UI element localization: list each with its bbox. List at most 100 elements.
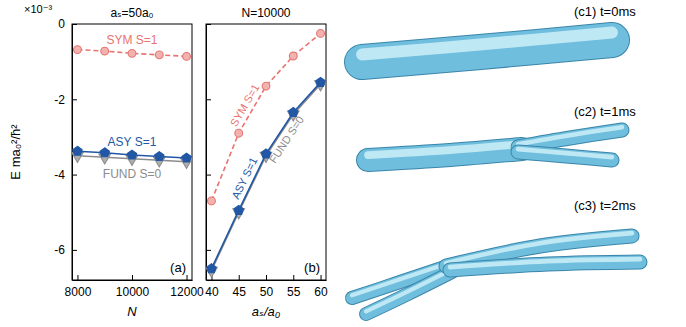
tick-label: 40 (205, 285, 219, 299)
panel: 8000 10000 12000 0 -2 -4 -6 SYM S=1 ASY S=1 FUND … (8, 3, 204, 319)
marker (74, 46, 82, 54)
isosurface-highlight (368, 144, 522, 155)
tick-label: 12000 (170, 285, 204, 299)
tick-mark (293, 275, 294, 280)
isosurface (518, 130, 622, 147)
tick-mark (206, 24, 211, 25)
marker (207, 264, 216, 273)
marker (316, 77, 325, 86)
isosurface-edge (518, 130, 622, 147)
tick-mark (321, 275, 322, 280)
series-line (211, 84, 320, 270)
tick-mark (206, 175, 211, 176)
panel-letter: (a) (170, 260, 186, 275)
tick: 60 (314, 275, 328, 299)
isosurface-highlight (366, 269, 452, 311)
panel-letter: (b) (304, 260, 320, 275)
axis-line (73, 280, 193, 281)
tick: 10000 (116, 275, 150, 299)
tick-mark (206, 99, 211, 100)
tick-mark (72, 175, 77, 176)
tick-mark (132, 275, 133, 280)
tick-label: -2 (54, 93, 65, 107)
marker (262, 82, 270, 90)
figure: 8000 10000 12000 0 -2 -4 -6 SYM S=1 ASY S=1 FUND … (0, 0, 686, 327)
isosurface-highlight (450, 259, 640, 267)
tick-label: 8000 (65, 285, 92, 299)
plot-area (72, 46, 192, 169)
x-axis: 8000 10000 12000 (65, 275, 204, 299)
tick: 8000 (65, 275, 92, 299)
marker (155, 51, 163, 59)
marker (208, 197, 216, 205)
x-axis-title: N (127, 304, 137, 319)
isosurface-highlight (518, 127, 622, 144)
marker (128, 49, 136, 57)
marker (183, 52, 191, 60)
tick-mark (72, 250, 77, 251)
plot-area (206, 30, 326, 278)
marker (182, 153, 191, 162)
image-label: (c2) t=1ms (574, 104, 636, 119)
tick (206, 250, 211, 251)
marker (289, 52, 297, 60)
tick (206, 175, 211, 176)
tick-label: 45 (233, 285, 247, 299)
tick: 12000 (170, 275, 204, 299)
marker (155, 152, 164, 161)
tick: 40 (205, 275, 219, 299)
marker (101, 47, 109, 55)
isosurface-highlight (362, 33, 612, 55)
axis-line (207, 280, 327, 281)
marker (73, 146, 82, 155)
marker (100, 148, 109, 157)
series-label: ASY S=1 (108, 135, 157, 149)
plot-frame (206, 24, 326, 280)
axis-line (206, 25, 207, 281)
panel: 40 45 50 55 60 SYM S=1 ASY S=1 FUND S=0 N=10000 a… (205, 6, 328, 319)
image-label: (c1) t=0ms (574, 4, 636, 19)
tick-mark (72, 99, 77, 100)
tick: 0 (58, 17, 77, 31)
tick-mark (77, 275, 78, 280)
x-axis: 40 45 50 55 60 (205, 275, 328, 299)
marker (127, 150, 136, 159)
tick-label: -4 (54, 168, 65, 182)
tick (206, 24, 211, 25)
series-label: SYM S=1 (106, 33, 157, 47)
tick: 50 (260, 275, 274, 299)
series-label: ASY S=1 (229, 155, 259, 201)
tick-mark (187, 275, 188, 280)
tick: -4 (54, 168, 77, 182)
tick-label: 55 (287, 285, 301, 299)
tick-label: 0 (58, 17, 65, 31)
marker (234, 205, 243, 214)
panel-title: N=10000 (241, 6, 290, 20)
axis-multiplier: ×10⁻³ (24, 3, 52, 15)
marker (235, 129, 243, 137)
image-label: (c3) t=2ms (574, 198, 636, 213)
x-axis-title: aₛ/a₀ (252, 304, 281, 319)
tick: -6 (54, 243, 77, 257)
marker (317, 30, 325, 38)
illustration: (c1) t=0ms (c2) t=1ms (c3) t=2ms (352, 4, 640, 314)
tick-label: 10000 (116, 285, 150, 299)
tick-mark (72, 24, 77, 25)
tick: 55 (287, 275, 301, 299)
tick: -2 (54, 93, 77, 107)
plot-frame (72, 24, 192, 280)
panel-title: aₛ=50a₀ (110, 6, 153, 20)
series-line (211, 33, 320, 201)
tick-mark (266, 275, 267, 280)
tick-mark (206, 250, 211, 251)
series-label: FUND S=0 (103, 167, 162, 181)
tick-label: 60 (314, 285, 328, 299)
isosurface-highlight (518, 149, 612, 157)
tick-label: -6 (54, 243, 65, 257)
series-label: FUND S=0 (267, 114, 306, 165)
y-axis-title: E ma₀²/ħ² (8, 124, 23, 180)
tick-mark (239, 275, 240, 280)
series-line (211, 82, 320, 268)
series-label: SYM S=1 (228, 82, 262, 128)
tick (206, 99, 211, 100)
